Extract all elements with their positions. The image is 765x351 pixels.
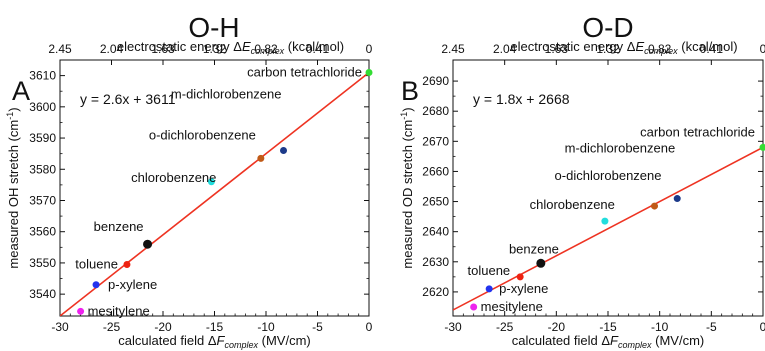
y-tick-label: 2650 [422,195,449,209]
fit-line [453,146,763,311]
y-tick-label: 3570 [29,193,56,207]
data-point [280,147,288,155]
point-label: mesitylene [481,299,543,314]
point-label: p-xylene [108,277,157,292]
top-tick-label: 0 [760,42,765,56]
y-axis-label: measured OD stretch (cm-1) [399,107,415,268]
panel-b: O-D B -30 -25 -20 -15 -10 -5 0 2.45 2.04 1.63 1.32 0.… [399,12,765,350]
data-point [485,285,493,293]
top-tick-label: 0.41 [700,42,724,56]
y-tick-label: 2690 [422,74,449,88]
x-tick-label: -15 [599,320,617,334]
y-axis-label: measured OH stretch (cm-1) [5,107,21,268]
y-tick-label: 3590 [29,131,56,145]
top-tick-label: 0 [366,42,373,56]
data-point [257,154,265,162]
y-tick-label: 2670 [422,134,449,148]
y-tick-label: 3550 [29,256,56,270]
x-tick-label: -5 [706,320,717,334]
point-label: m-dichlorobenzene [171,87,282,102]
point-label: toluene [468,263,511,278]
point-label: toluene [75,256,118,271]
data-point [207,178,215,186]
x-tick-label: -5 [312,320,323,334]
top-tick-label: 2.04 [493,42,517,56]
fit-equation: y = 1.8x + 2668 [473,91,570,107]
data-point [92,281,100,289]
y-tick-label: 2640 [422,225,449,239]
x-tick-label: -20 [548,320,566,334]
top-tick-label: 0.41 [306,42,330,56]
x-tick-label: -25 [496,320,514,334]
x-tick-label: -10 [651,320,669,334]
top-tick-label: 0.82 [254,42,278,56]
x-tick-label: 0 [760,320,765,334]
top-tick-label: 1.32 [596,42,620,56]
top-tick-label: 1.63 [545,42,569,56]
point-label: chlorobenzene [131,170,216,185]
panel-title: O-H [188,12,239,43]
x-tick-label: -30 [51,320,69,334]
point-label: mesitylene [88,303,150,318]
top-tick-label: 2.04 [100,42,124,56]
fit-line [60,71,369,316]
x-tick-label: -25 [103,320,121,334]
point-label: chlorobenzene [530,197,615,212]
point-label: o-dichlorobenzene [555,168,662,183]
data-point [536,258,546,268]
top-tick-label: 0.82 [648,42,672,56]
data-point [470,303,478,311]
fit-equation: y = 2.6x + 3611 [80,91,176,107]
top-tick-label: 2.45 [48,42,72,56]
point-label: m-dichlorobenzene [565,141,676,156]
point-label: carbon tetrachloride [640,124,755,139]
x-axis-label: calculated field ΔFcomplex (MV/cm) [118,333,310,350]
point-label: p-xylene [499,281,548,296]
top-tick-label: 2.45 [441,42,465,56]
y-tick-label: 2680 [422,104,449,118]
panel-title: O-D [582,12,633,43]
point-label: benzene [509,241,559,256]
x-tick-label: -20 [154,320,172,334]
y-tick-label: 2660 [422,164,449,178]
data-point [516,273,524,281]
data-point [759,143,765,151]
x-tick-label: -15 [206,320,224,334]
top-axis-label: electrostatic energy ΔEcomplex (kcal/mol… [117,39,344,56]
panel-a: O-H A -30 -25 -20 -15 -10 -5 0 2.45 2.04 1.63 1.32 0.… [5,12,373,350]
panel-letter: A [12,76,30,106]
y-tick-label: 3600 [29,100,56,114]
top-axis-label: electrostatic energy ΔEcomplex (kcal/mol… [510,39,737,56]
y-tick-label: 3580 [29,162,56,176]
panel-letter: B [401,76,419,106]
point-label: o-dichlorobenzene [149,127,256,142]
top-tick-label: 1.32 [203,42,227,56]
point-label: benzene [94,219,144,234]
y-tick-label: 2630 [422,255,449,269]
data-point [651,202,658,210]
y-tick-label: 2620 [422,285,449,299]
y-tick-label: 3610 [29,69,56,83]
top-tick-label: 1.63 [151,42,175,56]
x-axis-label: calculated field ΔFcomplex (MV/cm) [512,333,704,350]
x-tick-label: -30 [444,320,462,334]
data-point [143,239,153,249]
data-point [77,307,85,315]
data-point [365,68,373,76]
point-label: carbon tetrachloride [247,64,362,79]
data-point [123,260,131,268]
y-tick-label: 3560 [29,225,56,239]
data-point [673,195,681,203]
y-tick-label: 3540 [29,287,56,301]
x-tick-label: -10 [257,320,275,334]
data-point [601,217,609,225]
x-tick-label: 0 [366,320,373,334]
